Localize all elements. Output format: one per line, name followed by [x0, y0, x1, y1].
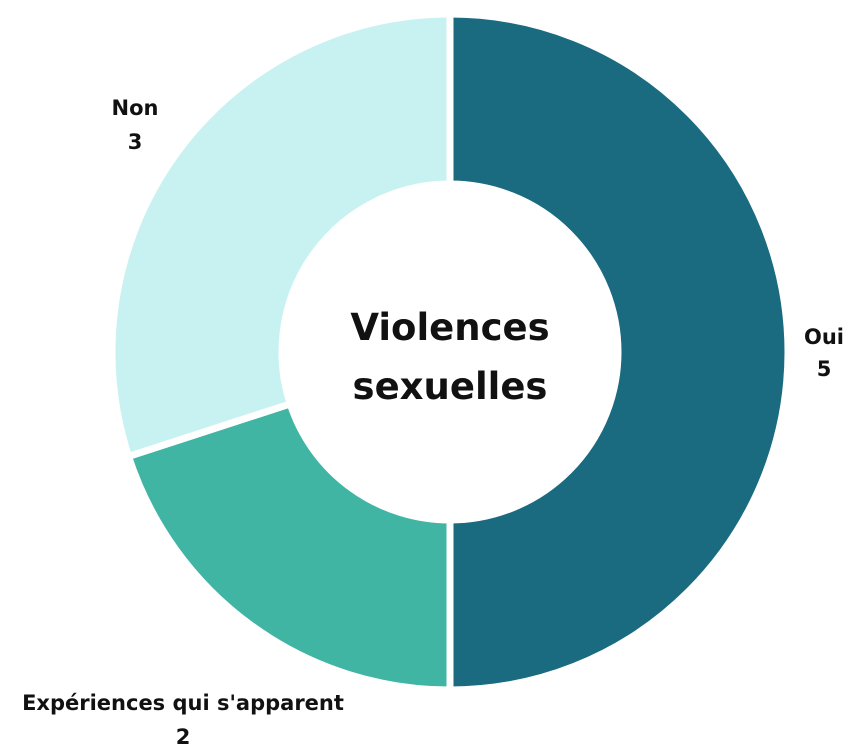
slice-value-2: 3	[128, 130, 143, 154]
slice-label-1: Expériences qui s'apparent	[22, 691, 344, 715]
slice-label-2: Non	[112, 96, 159, 120]
center-title-line-2: sexuelles	[353, 365, 548, 408]
chart-slices	[108, 10, 792, 694]
slice-non	[108, 10, 454, 461]
slice-value-1: 2	[176, 725, 191, 747]
slice-label-0: Oui	[804, 325, 844, 349]
slice-oui	[446, 10, 792, 694]
chart-labels: Oui 5 Expériences qui s'apparent 2 Non 3	[22, 96, 844, 747]
slice-exp-riences-qui-s-apparent	[124, 399, 454, 694]
center-title-line-1: Violences	[350, 306, 549, 349]
slice-value-0: 5	[817, 357, 832, 381]
